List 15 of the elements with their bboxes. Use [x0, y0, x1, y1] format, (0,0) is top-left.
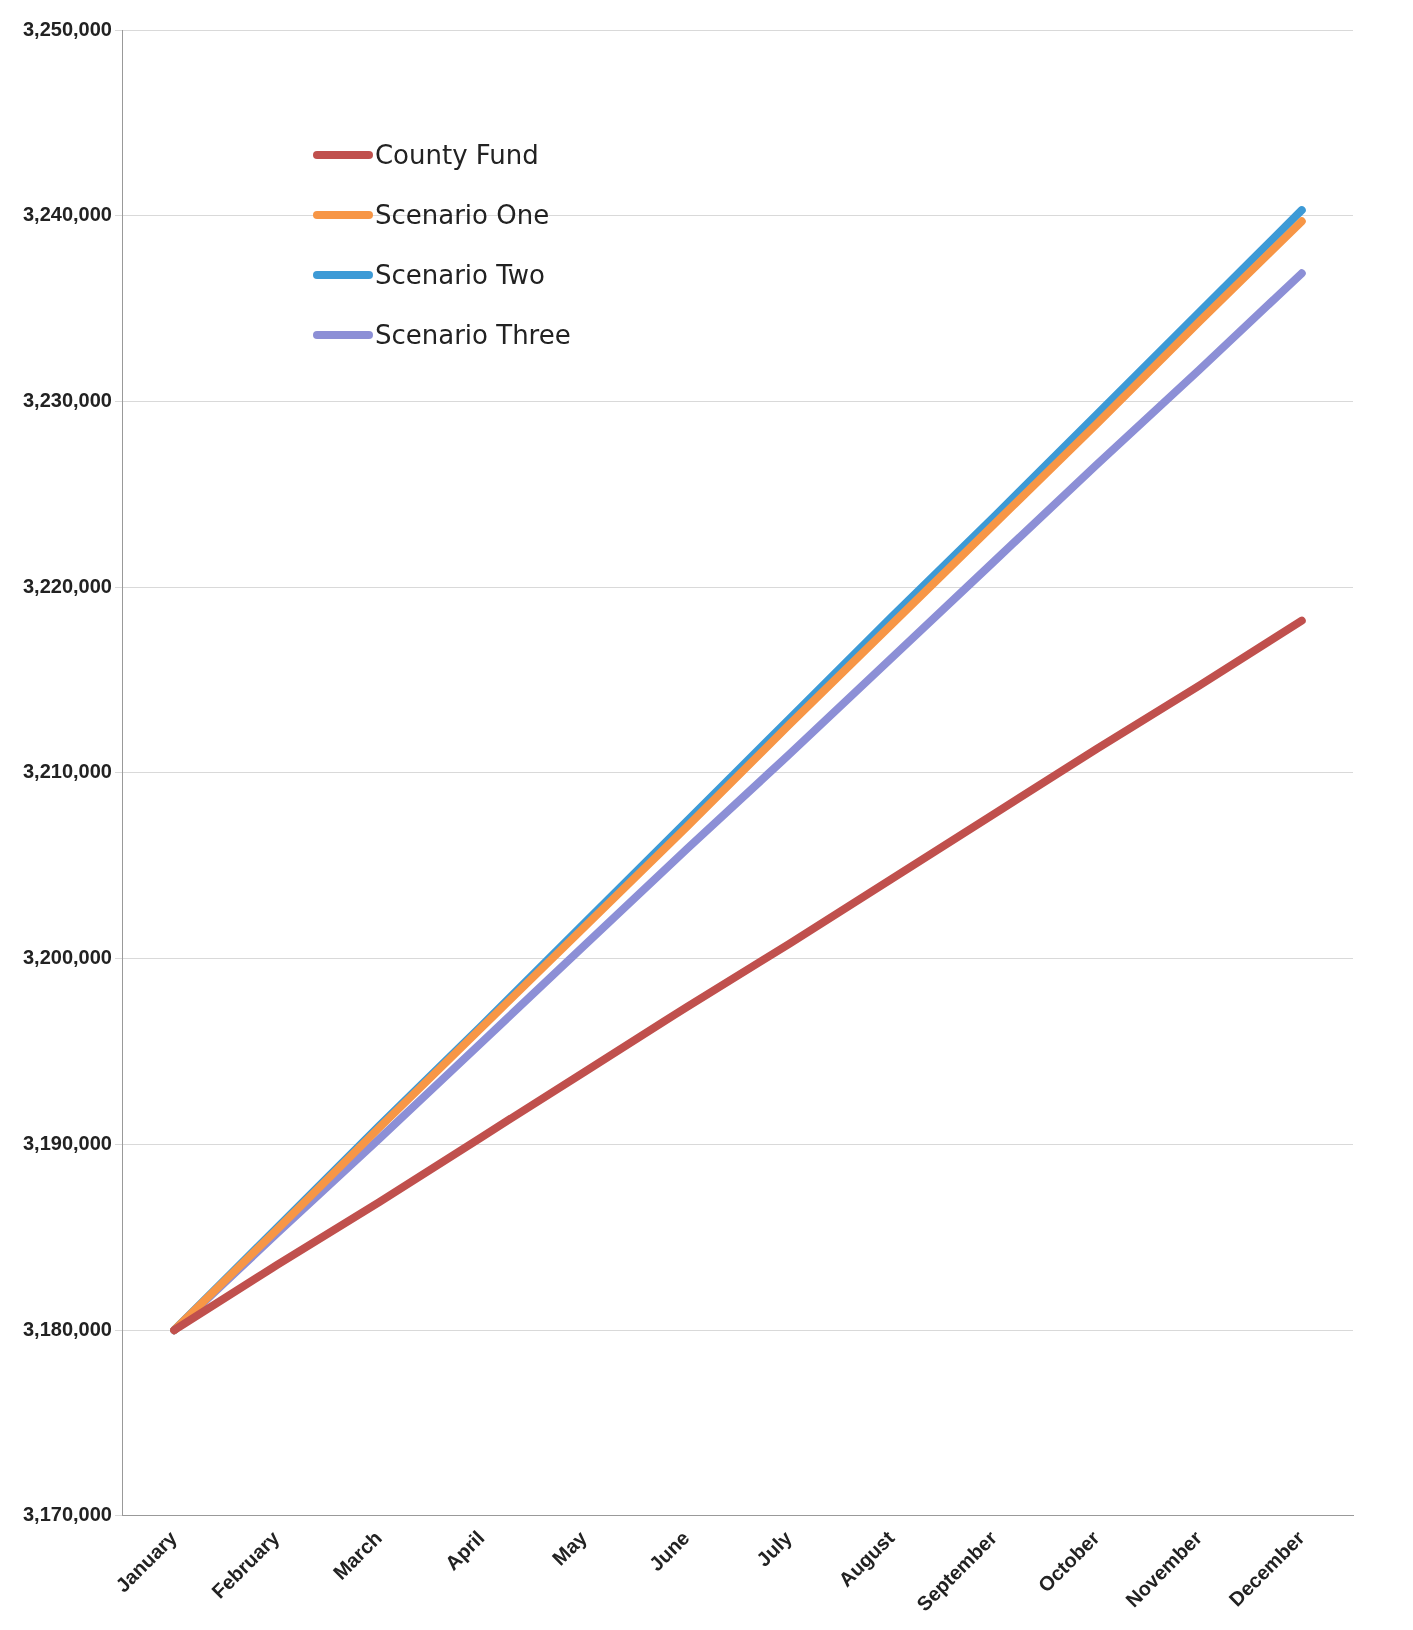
y-tick-label: 3,200,000 — [22, 946, 112, 969]
x-tick-label: July — [752, 1525, 797, 1571]
y-tick-label: 3,170,000 — [22, 1503, 112, 1526]
legend-label: Scenario One — [374, 200, 550, 230]
y-tick-label: 3,180,000 — [22, 1317, 112, 1340]
y-tick-label: 3,190,000 — [22, 1131, 112, 1154]
legend-label: County Fund — [374, 140, 539, 170]
y-tick-label: 3,210,000 — [22, 760, 112, 783]
legend-label: Scenario Two — [374, 260, 546, 290]
y-tick-label: 3,240,000 — [22, 203, 112, 226]
x-tick-label: May — [547, 1525, 592, 1570]
y-tick-label: 3,250,000 — [22, 17, 112, 40]
y-tick-label: 3,230,000 — [22, 389, 112, 411]
legend-label: Scenario Three — [374, 320, 571, 350]
y-tick-label: 3,220,000 — [22, 574, 112, 597]
